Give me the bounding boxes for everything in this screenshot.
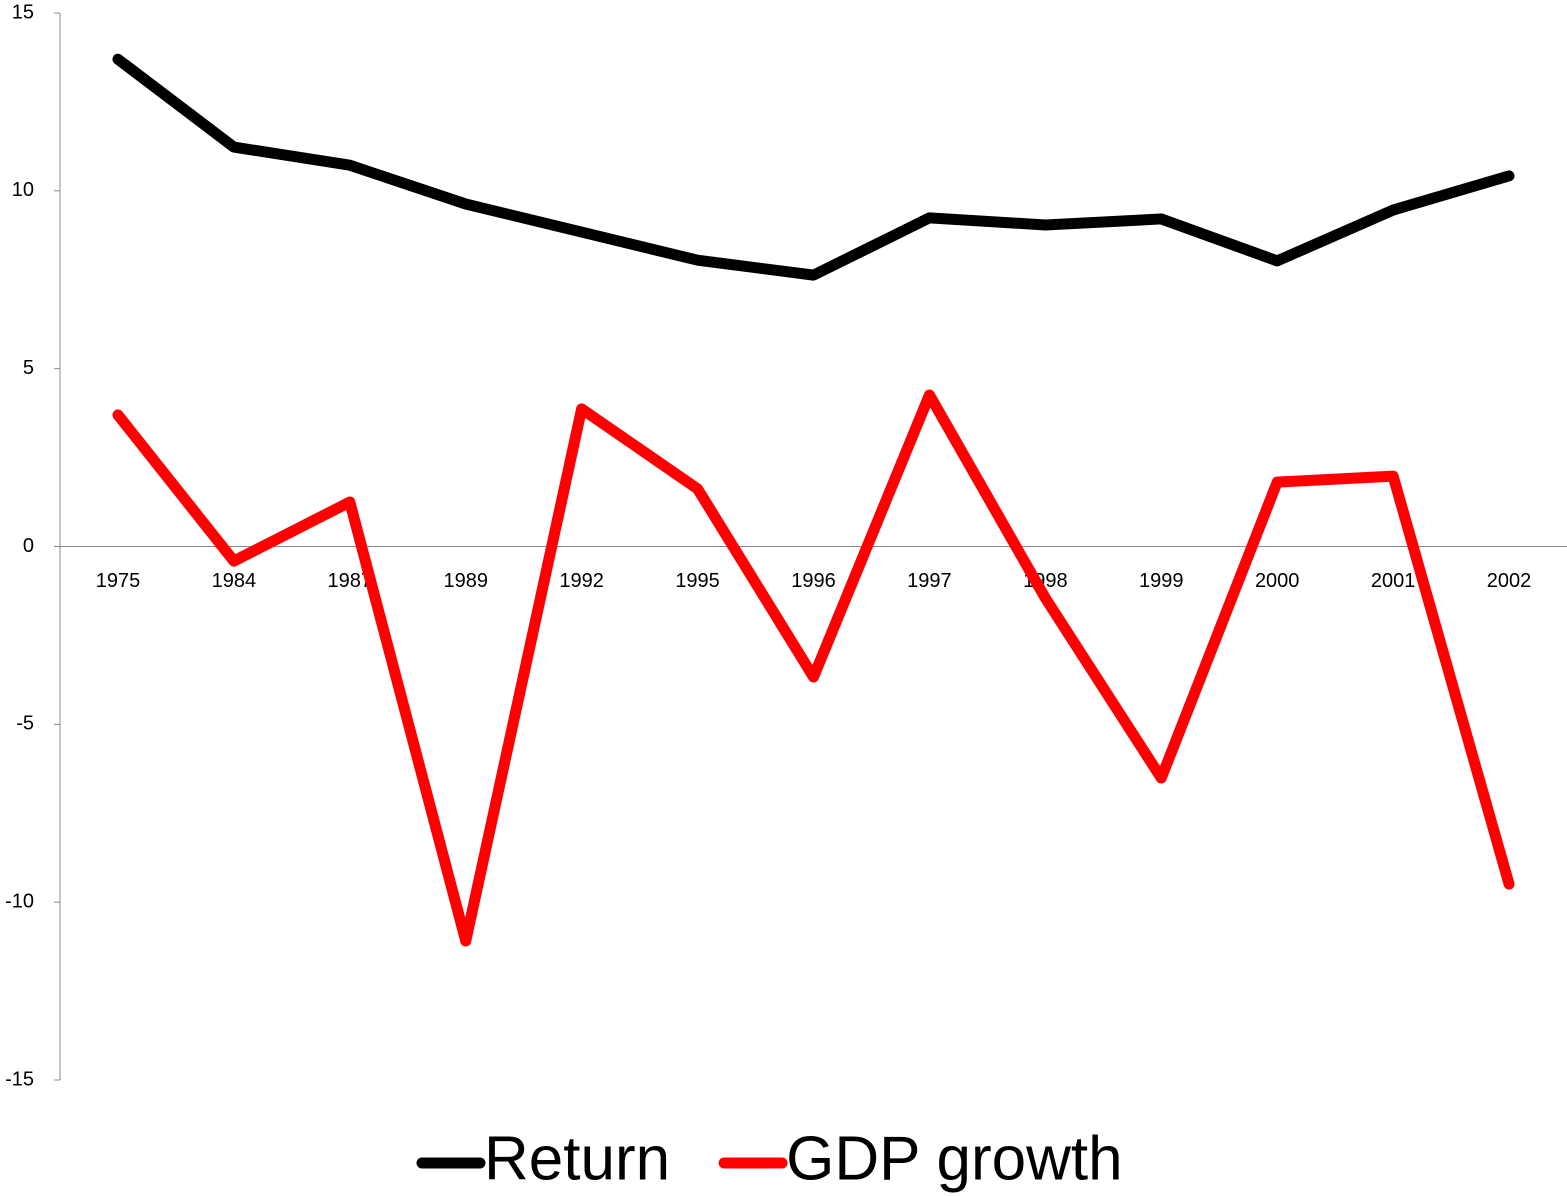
y-tick-label: 10 bbox=[12, 179, 34, 201]
y-tick-label: -10 bbox=[5, 890, 34, 912]
y-tick-label: -15 bbox=[5, 1068, 34, 1090]
x-tick-label: 1984 bbox=[212, 570, 257, 592]
y-tick-label: 15 bbox=[12, 1, 34, 23]
x-tick-label: 1989 bbox=[443, 570, 488, 592]
x-tick-label: 2000 bbox=[1255, 570, 1300, 592]
x-tick-label: 1999 bbox=[1139, 570, 1184, 592]
legend-label: Return bbox=[484, 1124, 670, 1193]
y-tick-label: -5 bbox=[16, 713, 34, 735]
x-tick-label: 1995 bbox=[675, 570, 720, 592]
x-tick-label: 1987 bbox=[328, 570, 373, 592]
line-series bbox=[112, 53, 1515, 281]
y-tick-label: 5 bbox=[23, 357, 34, 379]
y-tick-label: 0 bbox=[23, 535, 34, 557]
line-series bbox=[112, 389, 1515, 947]
x-tick-label: 1997 bbox=[907, 570, 952, 592]
x-tick-label: 1992 bbox=[559, 570, 604, 592]
x-tick-label: 1996 bbox=[791, 570, 836, 592]
x-tick-label: 1975 bbox=[96, 570, 141, 592]
x-tick-label: 2002 bbox=[1487, 570, 1532, 592]
x-tick-label: 2001 bbox=[1371, 570, 1416, 592]
legend-label: GDP growth bbox=[786, 1124, 1123, 1193]
